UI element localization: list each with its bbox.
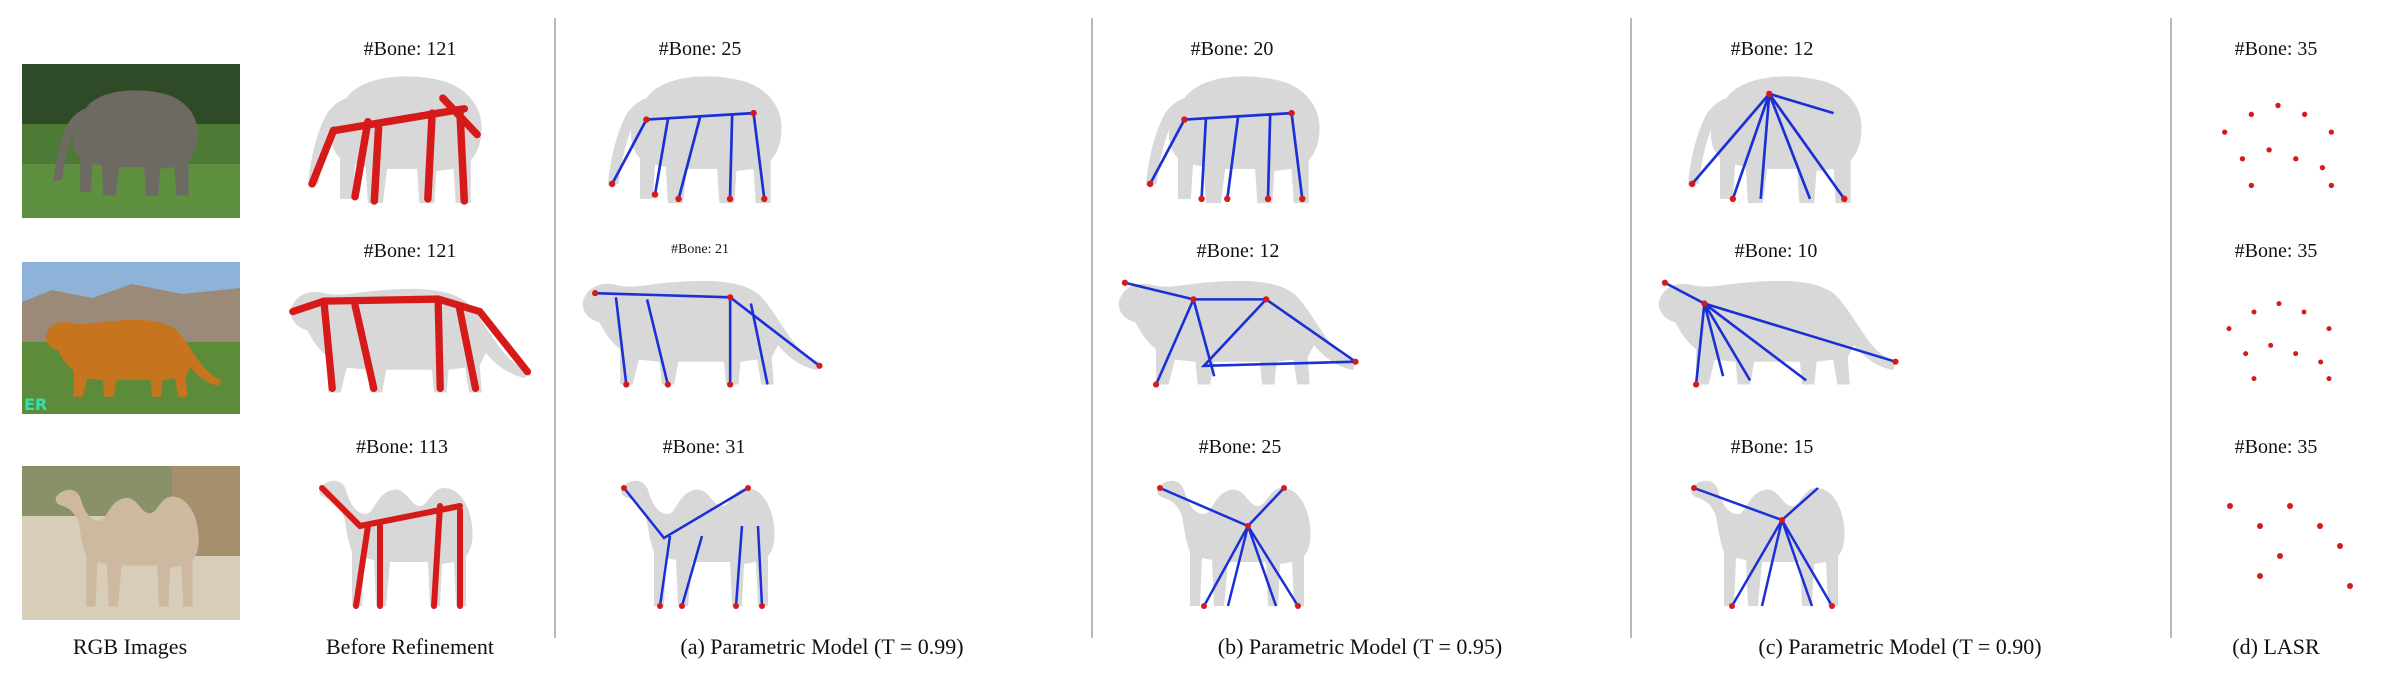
a-tiger-skeleton	[574, 262, 824, 397]
a-elephant-segmentation	[870, 66, 1060, 216]
separator-3	[1630, 18, 1632, 638]
c-camel-skeleton	[1682, 466, 1862, 616]
b-camel-skeleton	[1148, 466, 1328, 616]
bone-label-before-1: #Bone: 121	[363, 38, 457, 60]
separator-4	[2170, 18, 2172, 638]
bone-label-d-2: #Bone: 35	[2234, 240, 2318, 262]
a-camel-segmentation	[860, 466, 1040, 616]
bone-label-a-3: #Bone: 31	[662, 436, 746, 458]
caption-c: (c) Parametric Model (T = 0.90)	[1758, 634, 2042, 659]
rgb-photo-elephant	[22, 64, 240, 218]
caption-d: (d) LASR	[2232, 634, 2320, 659]
b-elephant-segmentation	[1404, 66, 1594, 216]
c-elephant-segmentation	[1944, 66, 2134, 216]
c-tiger-segmentation	[1910, 262, 2160, 397]
a-elephant-skeleton	[600, 66, 800, 216]
c-elephant-skeleton	[1680, 66, 1880, 216]
d-elephant-blobs	[2198, 66, 2358, 216]
b-camel-segmentation	[1400, 466, 1580, 616]
bone-label-d-1: #Bone: 35	[2234, 38, 2318, 60]
before-tiger-skeleton	[282, 270, 532, 405]
d-camel-blobs	[2200, 466, 2380, 616]
before-elephant-skeleton	[300, 66, 500, 216]
caption-rgb: RGB Images	[72, 634, 188, 659]
separator-2	[1091, 18, 1093, 638]
c-camel-segmentation	[1944, 466, 2124, 616]
bone-label-b-2: #Bone: 12	[1196, 240, 1280, 262]
b-tiger-segmentation	[1382, 262, 1612, 397]
bone-label-b-1: #Bone: 20	[1190, 38, 1274, 60]
bone-label-b-3: #Bone: 25	[1198, 436, 1282, 458]
b-elephant-skeleton	[1138, 66, 1338, 216]
separator-1	[554, 18, 556, 638]
b-tiger-skeleton	[1110, 262, 1360, 397]
bone-label-d-3: #Bone: 35	[2234, 436, 2318, 458]
rgb-photo-camel	[22, 466, 240, 620]
caption-a: (a) Parametric Model (T = 0.99)	[680, 634, 964, 659]
c-tiger-skeleton	[1650, 262, 1900, 397]
d-tiger-blobs	[2204, 262, 2354, 412]
caption-before: Before Refinement	[326, 634, 494, 659]
bone-label-c-3: #Bone: 15	[1730, 436, 1814, 458]
bone-label-before-2: #Bone: 121	[363, 240, 457, 262]
rgb-photo-tiger: ER	[22, 262, 240, 414]
bone-label-c-1: #Bone: 12	[1730, 38, 1814, 60]
bone-label-before-3: #Bone: 113	[355, 436, 449, 458]
bone-label-a-1: #Bone: 25	[658, 38, 742, 60]
before-camel-skeleton	[310, 466, 490, 616]
a-camel-skeleton	[612, 466, 792, 616]
photo-watermark: ER	[24, 395, 47, 414]
caption-b: (b) Parametric Model (T = 0.95)	[1217, 634, 1503, 659]
a-tiger-segmentation	[836, 262, 1066, 397]
bone-label-c-2: #Bone: 10	[1734, 240, 1818, 262]
bone-label-a-2: #Bone: 21	[671, 242, 729, 257]
